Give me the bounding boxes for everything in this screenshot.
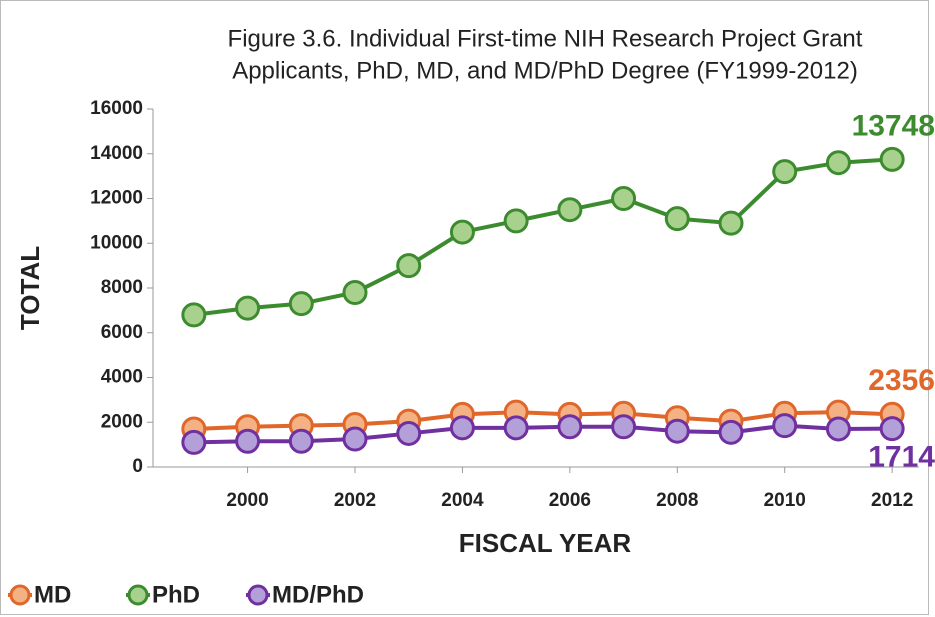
x-tick-label: 2008 [656, 490, 698, 511]
y-tick-label: 14000 [90, 143, 143, 164]
legend-label: MD [34, 581, 71, 608]
legend-marker [9, 584, 31, 606]
y-tick-label: 2000 [101, 411, 143, 432]
data-point [557, 414, 583, 440]
data-point [772, 413, 798, 439]
data-point [181, 429, 207, 455]
y-tick-label: 0 [132, 456, 143, 477]
legend-label: PhD [152, 581, 200, 608]
y-tick-label: 10000 [90, 232, 143, 253]
data-point [449, 219, 475, 245]
data-point [718, 210, 744, 236]
y-tick-label: 16000 [90, 98, 143, 119]
legend-marker [127, 584, 149, 606]
y-tick-label: 8000 [101, 277, 143, 298]
data-point [879, 146, 905, 172]
legend-marker [247, 584, 269, 606]
data-point [396, 253, 422, 279]
data-point [503, 208, 529, 234]
chart-title: Applicants, PhD, MD, and MD/PhD Degree (… [232, 57, 858, 84]
data-point [611, 186, 637, 211]
data-point [718, 419, 744, 445]
data-point [664, 418, 690, 444]
data-point [664, 206, 690, 232]
data-point [235, 428, 261, 454]
chart-title: Figure 3.6. Individual First-time NIH Re… [228, 25, 863, 52]
data-point [825, 416, 851, 442]
data-point [342, 426, 368, 452]
x-tick-label: 2012 [871, 490, 913, 511]
end-label: 1714 [868, 441, 935, 474]
y-tick-label: 4000 [101, 367, 143, 388]
data-point [557, 197, 583, 223]
data-point [879, 416, 905, 442]
y-tick-label: 6000 [101, 322, 143, 343]
data-point [503, 415, 529, 441]
data-point [611, 414, 637, 440]
data-point [825, 150, 851, 176]
x-tick-label: 2004 [441, 490, 484, 511]
x-tick-label: 2010 [764, 490, 806, 511]
x-tick-label: 2000 [226, 490, 268, 511]
data-point [288, 291, 314, 317]
data-point [235, 295, 261, 321]
y-axis-label: TOTAL [15, 246, 45, 330]
end-label: 13748 [852, 109, 935, 142]
legend-label: MD/PhD [272, 581, 364, 608]
data-point [772, 159, 798, 185]
data-point [288, 428, 314, 454]
x-tick-label: 2006 [549, 490, 591, 511]
x-axis-label: FISCAL YEAR [459, 528, 632, 558]
data-point [342, 279, 368, 305]
y-tick-label: 12000 [90, 188, 143, 209]
data-point [449, 415, 475, 441]
x-tick-label: 2002 [334, 490, 376, 511]
data-point [396, 420, 422, 446]
data-point [181, 302, 207, 328]
end-label: 2356 [868, 364, 935, 397]
